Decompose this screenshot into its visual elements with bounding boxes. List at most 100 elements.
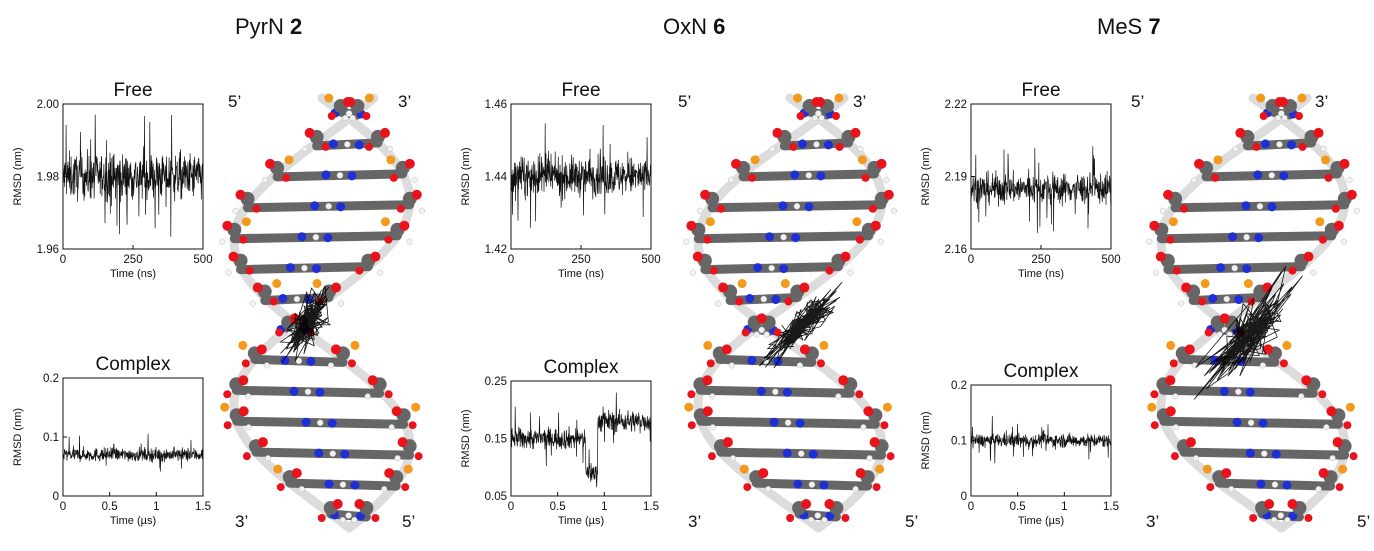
- nitrogen-atom: [1260, 139, 1270, 149]
- hydrogen-atom: [316, 419, 324, 426]
- oxygen-atom: [706, 359, 715, 368]
- oxygen-atom: [1326, 406, 1337, 417]
- oxygen-atom: [1318, 235, 1327, 244]
- oxygen-atom: [1287, 499, 1298, 509]
- nitrogen-atom: [765, 232, 775, 242]
- hydrogen-atom: [304, 388, 312, 396]
- y-tick-label: 1.96: [37, 244, 59, 256]
- oxygen-atom: [238, 375, 249, 386]
- oxygen-atom: [772, 127, 783, 138]
- backbone-ribbon: [693, 93, 887, 533]
- hydrogen-atom: [758, 326, 765, 334]
- oxygen-atom: [238, 406, 249, 417]
- phosphorus-atom: [750, 155, 760, 165]
- phosphorus-atom: [857, 155, 867, 165]
- oxygen-atom: [816, 359, 825, 368]
- nitrogen-atom: [797, 139, 807, 149]
- y-axis-label: RMSD (nm): [920, 147, 932, 205]
- oxygen-atom: [1235, 127, 1246, 138]
- phosphorus-atom: [705, 217, 715, 227]
- x-tick-label: 500: [641, 254, 660, 266]
- y-tick-label: 0.15: [485, 434, 507, 446]
- oxygen-atom: [384, 390, 393, 399]
- hydrogen-atom: [312, 233, 320, 241]
- hydrogen-atom: [847, 269, 854, 276]
- hydrogen-atom: [709, 393, 716, 400]
- oxygen-atom: [870, 220, 881, 231]
- hydrogen-atom: [780, 233, 787, 241]
- nitrogen-atom: [340, 449, 350, 459]
- oxygen-atom: [1165, 406, 1176, 417]
- x-tick-label: 250: [123, 254, 142, 266]
- hydrogen-atom: [301, 264, 308, 272]
- hydrogen-atom: [337, 300, 345, 307]
- hydrogen-atom: [1216, 331, 1223, 338]
- y-tick-label: 2.19: [945, 172, 967, 184]
- phosphorus-atom: [793, 93, 803, 103]
- y-axis-label: RMSD (nm): [12, 408, 24, 466]
- nitrogen-atom: [1256, 479, 1266, 489]
- nitrogen-atom: [816, 171, 826, 181]
- hydrogen-atom: [821, 516, 828, 524]
- nitrogen-atom: [1216, 263, 1226, 273]
- oxygen-atom: [257, 437, 268, 448]
- oxygen-atom: [1249, 514, 1258, 522]
- x-tick-label: 0.5: [102, 501, 118, 513]
- phosphorus-atom: [834, 93, 844, 103]
- oxygen-atom: [1198, 297, 1207, 306]
- phosphorus-atom: [364, 93, 374, 103]
- oxygen-atom: [245, 266, 254, 275]
- oxygen-atom: [789, 142, 798, 151]
- oxygen-atom: [799, 282, 810, 293]
- nitrogen-atom: [350, 480, 360, 490]
- x-tick-label: 1.5: [195, 501, 211, 513]
- hydrogen-atom: [342, 114, 349, 122]
- x-tick-label: 1.5: [1103, 501, 1119, 513]
- hydrogen-atom: [796, 362, 803, 369]
- hydrogen-atom: [1228, 486, 1235, 493]
- hydrogen-atom: [769, 145, 776, 152]
- hydrogen-atom: [232, 207, 239, 214]
- phosphorus-atom: [1338, 464, 1348, 474]
- hydrogen-atom: [813, 141, 820, 148]
- oxygen-atom: [399, 220, 410, 231]
- y-tick-label: 2.22: [945, 99, 967, 111]
- nitrogen-atom: [1219, 386, 1229, 396]
- nitrogen-atom: [1288, 511, 1298, 521]
- oxygen-atom: [709, 266, 718, 275]
- hydrogen-atom: [388, 424, 395, 431]
- oxygen-atom: [252, 282, 263, 293]
- chart-title: Complex: [544, 357, 619, 378]
- oxygen-atom: [1294, 112, 1303, 120]
- hydrogen-atom: [1271, 516, 1278, 524]
- hydrogen-atom: [877, 238, 884, 245]
- hydrogen-atom: [1243, 233, 1250, 241]
- oxygen-atom: [397, 437, 408, 448]
- oxygen-atom: [801, 499, 812, 509]
- phosphorus-atom: [737, 279, 747, 289]
- hydrogen-atom: [1152, 269, 1159, 276]
- x-tick-label: 1: [601, 501, 607, 513]
- phosphorus-atom: [875, 464, 885, 474]
- nitrogen-atom: [1282, 480, 1292, 490]
- y-tick-label: 0.1: [951, 436, 967, 448]
- oxygen-atom: [703, 235, 712, 244]
- oxygen-atom: [269, 297, 278, 306]
- oxygen-atom: [1303, 251, 1314, 262]
- oxygen-atom: [362, 112, 371, 120]
- nitrogen-atom: [745, 294, 755, 304]
- oxygen-atom: [391, 406, 402, 417]
- oxygen-atom: [404, 158, 415, 169]
- oxygen-atom: [869, 437, 880, 448]
- hydrogen-atom: [683, 238, 690, 245]
- hydrogen-atom: [1172, 424, 1179, 431]
- nitrogen-atom: [756, 386, 766, 396]
- rmsd-chart-1: Complex 0 0.5 1 1.5 0 0.1 0.2 Time (µs) RMSD (nm): [12, 354, 211, 527]
- oxygen-atom: [773, 328, 782, 337]
- phosphorus-atom: [1320, 155, 1330, 165]
- y-tick-label: 1.98: [37, 172, 59, 184]
- oxygen-atom: [814, 97, 825, 107]
- oxygen-atom: [748, 173, 757, 182]
- nitrogen-atom: [301, 417, 311, 427]
- oxygen-atom: [235, 189, 246, 200]
